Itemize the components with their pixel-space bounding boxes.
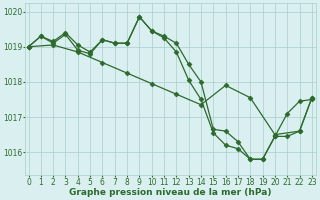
X-axis label: Graphe pression niveau de la mer (hPa): Graphe pression niveau de la mer (hPa) (69, 188, 271, 197)
